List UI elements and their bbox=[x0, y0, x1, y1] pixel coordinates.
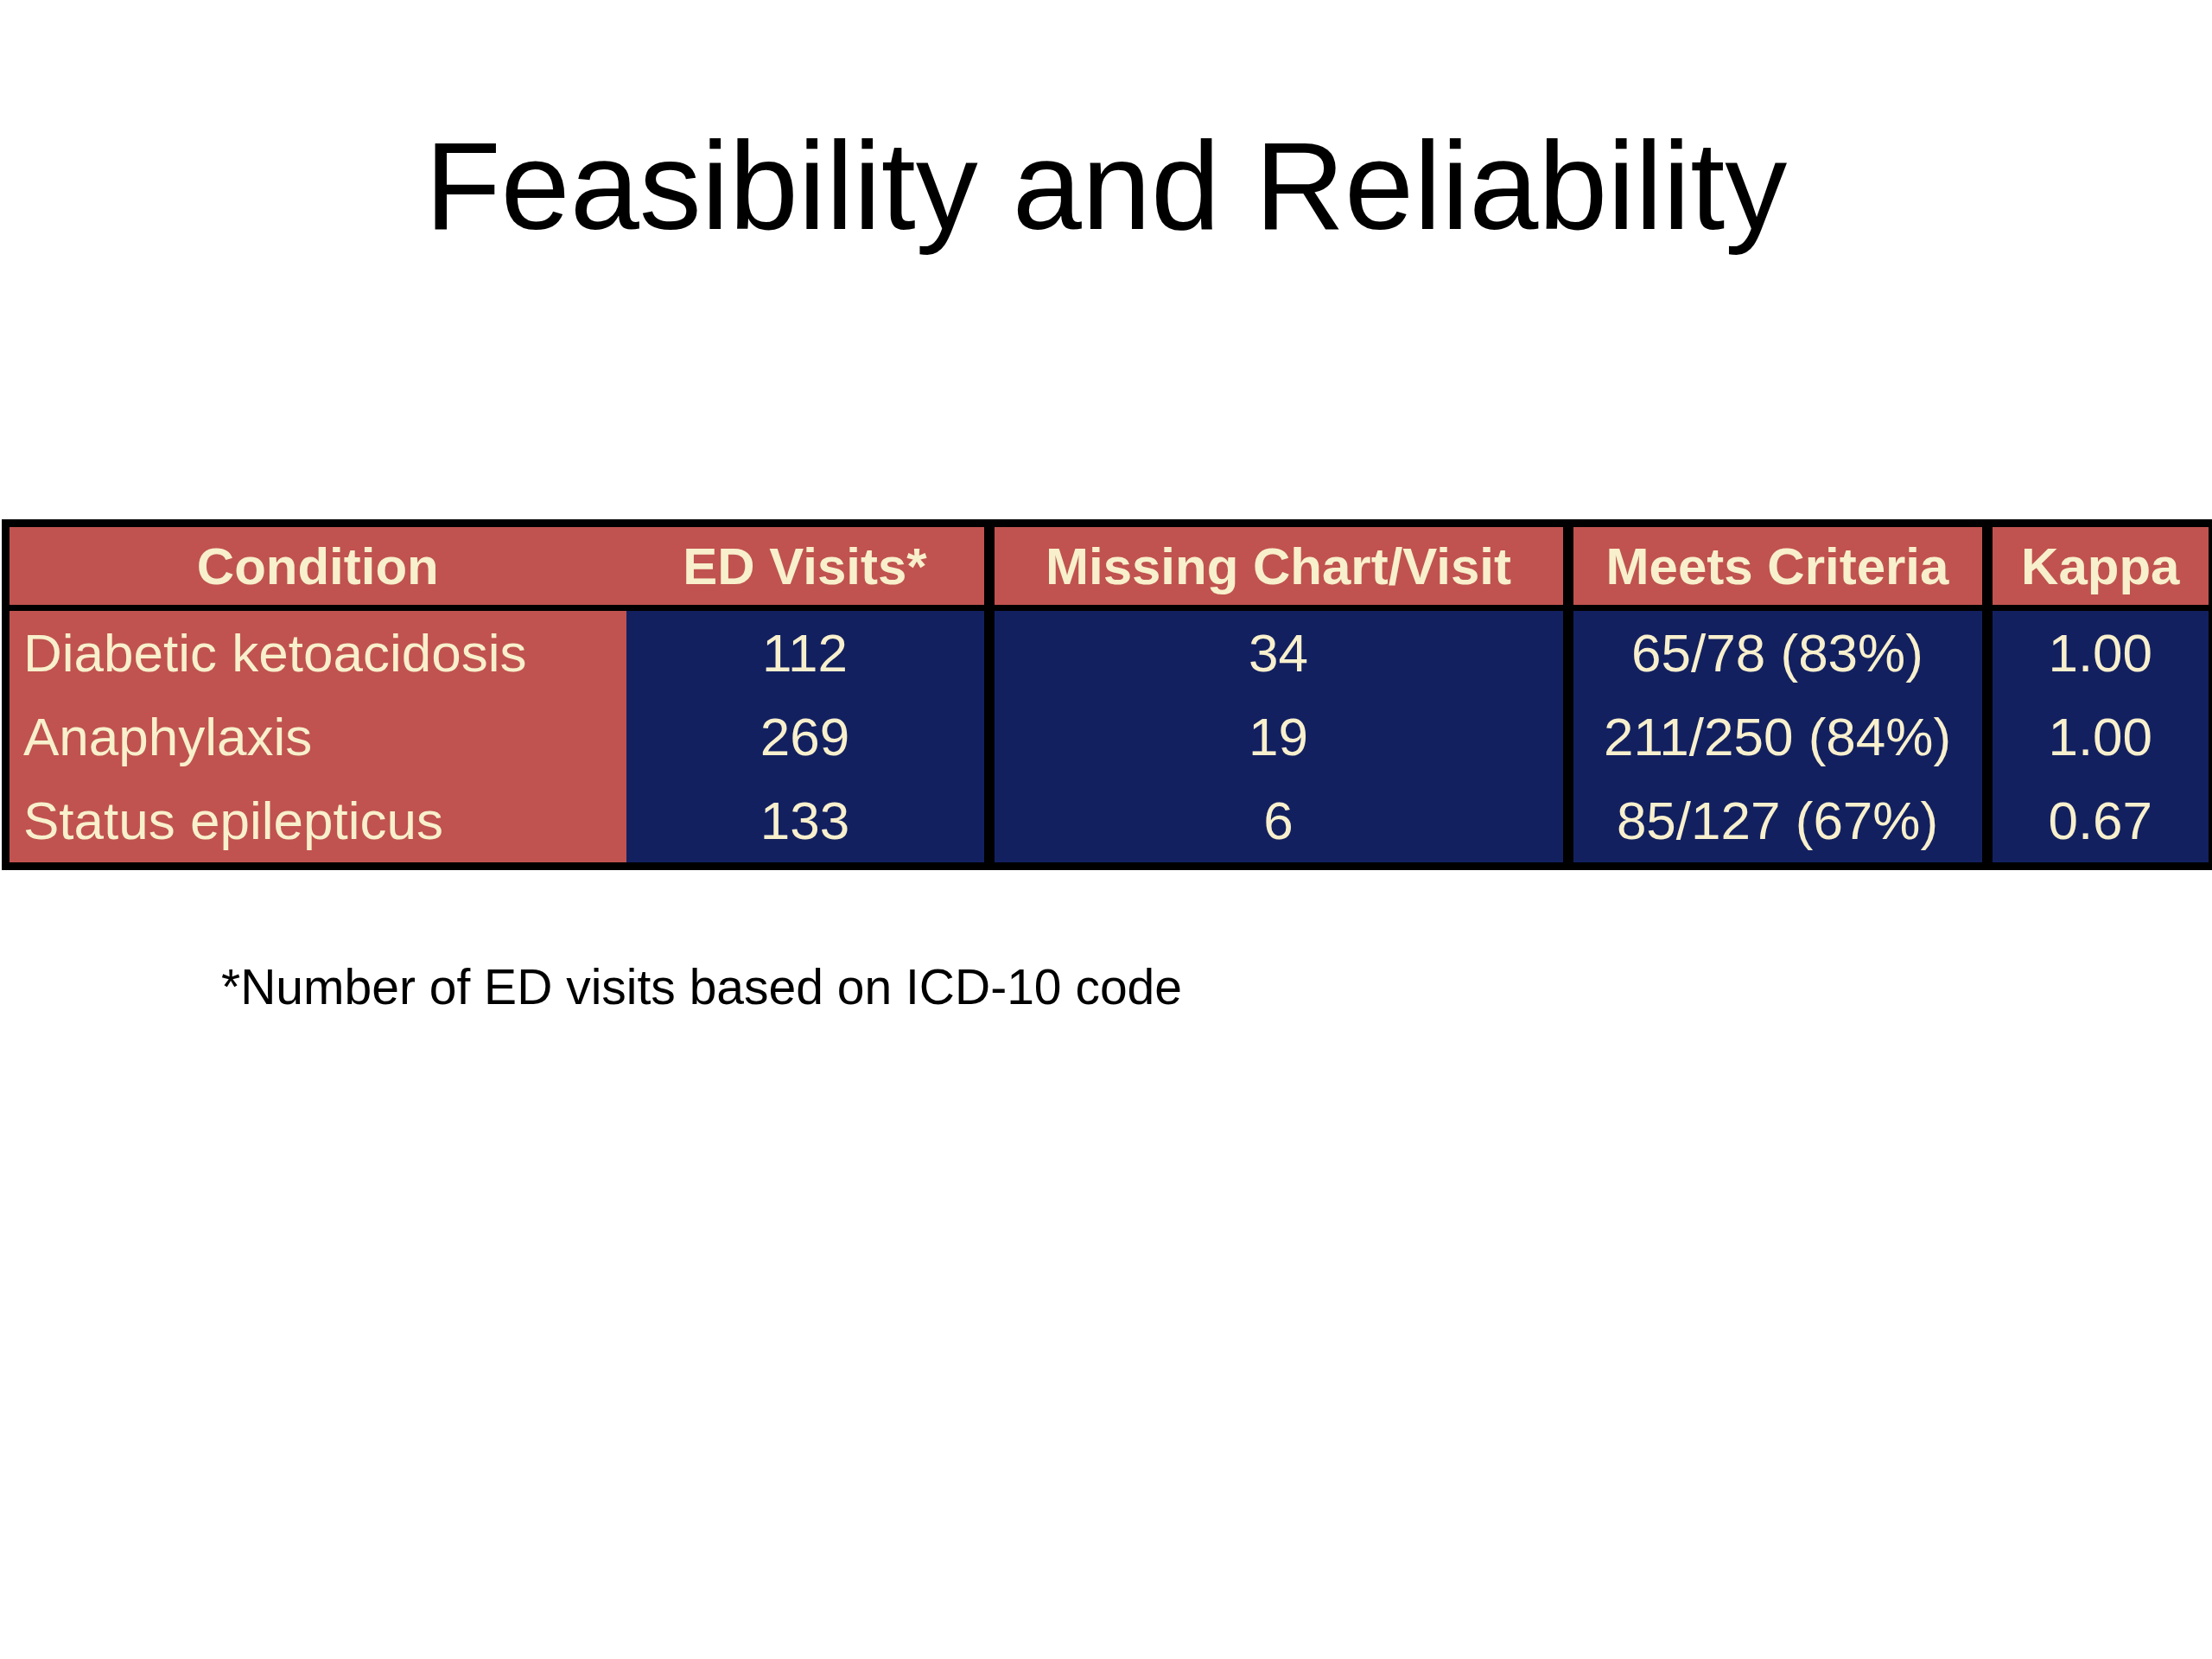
cell-meets-criteria: 85/127 (67%) bbox=[1568, 779, 1987, 867]
cell-missing-chart-visit: 6 bbox=[989, 779, 1568, 867]
cell-missing-chart-visit: 19 bbox=[989, 695, 1568, 779]
column-header-kappa: Kappa bbox=[1987, 524, 2212, 608]
slide-title: Feasibility and Reliability bbox=[0, 124, 2212, 249]
cell-condition: Anaphylaxis bbox=[6, 695, 626, 779]
table-row: Diabetic ketoacidosis 112 34 65/78 (83%)… bbox=[6, 608, 2212, 696]
column-header-condition: Condition bbox=[6, 524, 626, 608]
cell-ed-visits: 112 bbox=[626, 608, 989, 696]
cell-kappa: 1.00 bbox=[1987, 695, 2212, 779]
feasibility-reliability-table: Condition ED Visits* Missing Chart/Visit… bbox=[2, 519, 2212, 870]
column-header-ed-visits: ED Visits* bbox=[626, 524, 989, 608]
cell-condition: Status epilepticus bbox=[6, 779, 626, 867]
footnote: *Number of ED visits based on ICD-10 cod… bbox=[221, 963, 1182, 1012]
cell-ed-visits: 133 bbox=[626, 779, 989, 867]
cell-condition: Diabetic ketoacidosis bbox=[6, 608, 626, 696]
cell-meets-criteria: 65/78 (83%) bbox=[1568, 608, 1987, 696]
cell-ed-visits: 269 bbox=[626, 695, 989, 779]
slide-canvas: Feasibility and Reliability Condition ED… bbox=[0, 0, 2212, 1659]
table-header-row: Condition ED Visits* Missing Chart/Visit… bbox=[6, 524, 2212, 608]
column-header-meets-criteria: Meets Criteria bbox=[1568, 524, 1987, 608]
cell-missing-chart-visit: 34 bbox=[989, 608, 1568, 696]
column-header-missing-chart-visit: Missing Chart/Visit bbox=[989, 524, 1568, 608]
cell-meets-criteria: 211/250 (84%) bbox=[1568, 695, 1987, 779]
table-row: Anaphylaxis 269 19 211/250 (84%) 1.00 bbox=[6, 695, 2212, 779]
cell-kappa: 1.00 bbox=[1987, 608, 2212, 696]
cell-kappa: 0.67 bbox=[1987, 779, 2212, 867]
table-row: Status epilepticus 133 6 85/127 (67%) 0.… bbox=[6, 779, 2212, 867]
